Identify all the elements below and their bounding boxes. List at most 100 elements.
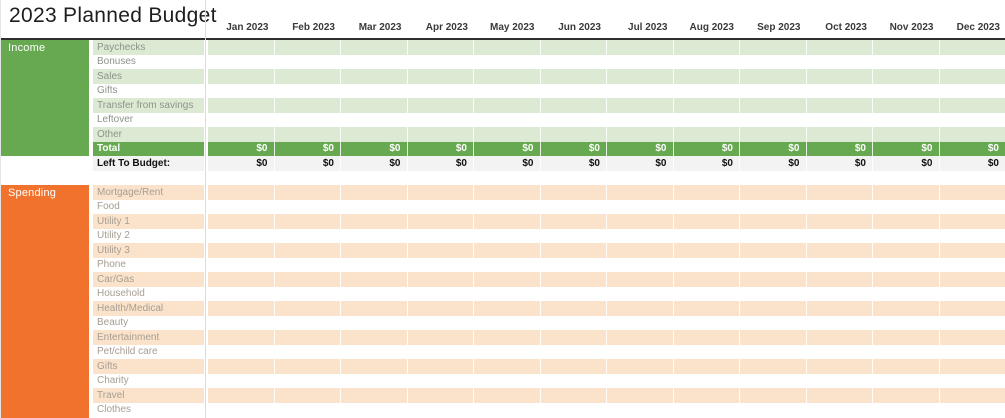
month-value-cell[interactable] xyxy=(408,54,474,69)
month-value-cell[interactable] xyxy=(408,286,474,301)
month-value-cell[interactable] xyxy=(673,98,740,113)
row-label-cell[interactable]: Food xyxy=(97,201,120,213)
month-value-cell[interactable] xyxy=(939,330,1005,345)
month-value-cell[interactable] xyxy=(341,83,408,98)
month-value-cell[interactable] xyxy=(274,301,341,316)
month-value-cell[interactable] xyxy=(806,272,873,287)
month-value-cell[interactable] xyxy=(806,388,873,403)
month-value-cell[interactable] xyxy=(939,185,1005,200)
month-value-cell[interactable] xyxy=(607,344,674,359)
month-value-cell[interactable] xyxy=(208,373,275,388)
month-value-cell[interactable] xyxy=(341,388,408,403)
month-value-cell[interactable] xyxy=(740,199,807,214)
month-value-cell[interactable] xyxy=(873,402,940,417)
row-label-cell[interactable]: Utility 2 xyxy=(97,230,130,242)
month-value-cell[interactable] xyxy=(408,344,474,359)
month-value-cell[interactable] xyxy=(541,112,607,127)
month-value-cell[interactable]: $0 xyxy=(274,156,341,171)
month-value-cell[interactable] xyxy=(274,272,341,287)
month-header-cell[interactable]: Apr 2023 xyxy=(425,22,468,33)
month-value-cell[interactable] xyxy=(673,330,740,345)
month-value-cell[interactable] xyxy=(341,69,408,84)
row-label-cell[interactable]: Other xyxy=(93,127,204,142)
month-value-cell[interactable] xyxy=(208,344,275,359)
month-value-cell[interactable] xyxy=(275,315,341,330)
month-value-cell[interactable] xyxy=(873,83,940,98)
month-value-cell[interactable] xyxy=(341,112,408,127)
month-value-cell[interactable] xyxy=(341,301,408,316)
month-value-cell[interactable] xyxy=(873,359,940,374)
row-label-cell[interactable]: Mortgage/Rent xyxy=(93,185,204,200)
month-value-cell[interactable] xyxy=(940,403,1005,418)
month-value-cell[interactable] xyxy=(806,330,873,345)
month-value-cell[interactable] xyxy=(541,286,607,301)
month-value-cell[interactable] xyxy=(208,228,275,243)
month-value-cell[interactable] xyxy=(474,112,541,127)
month-value-cell[interactable] xyxy=(540,301,607,316)
month-value-cell[interactable] xyxy=(873,257,940,272)
month-value-cell[interactable] xyxy=(541,54,607,69)
month-value-cell[interactable] xyxy=(407,301,474,316)
month-value-cell[interactable] xyxy=(607,112,674,127)
month-value-cell[interactable] xyxy=(341,402,408,417)
month-value-cell[interactable] xyxy=(275,286,341,301)
row-label-cell[interactable]: Leftover xyxy=(97,114,134,126)
month-value-cell[interactable] xyxy=(873,301,940,316)
month-value-cell[interactable] xyxy=(873,185,940,200)
month-value-cell[interactable] xyxy=(407,272,474,287)
month-value-cell[interactable] xyxy=(873,373,940,388)
row-label-cell[interactable]: Utility 1 xyxy=(93,214,204,229)
month-value-cell[interactable] xyxy=(607,272,674,287)
row-label-cell[interactable]: Phone xyxy=(97,259,126,271)
month-value-cell[interactable] xyxy=(807,286,873,301)
month-value-cell[interactable] xyxy=(607,98,674,113)
month-value-cell[interactable]: $0 xyxy=(673,141,740,156)
row-label-cell[interactable]: Gifts xyxy=(97,85,118,97)
month-value-cell[interactable] xyxy=(540,40,607,55)
month-value-cell[interactable] xyxy=(275,257,341,272)
month-value-cell[interactable] xyxy=(474,127,541,142)
month-value-cell[interactable]: $0 xyxy=(407,141,474,156)
month-value-cell[interactable] xyxy=(274,40,341,55)
month-value-cell[interactable]: $0 xyxy=(740,141,807,156)
month-value-cell[interactable] xyxy=(275,112,341,127)
month-value-cell[interactable] xyxy=(208,83,275,98)
month-value-cell[interactable] xyxy=(740,315,807,330)
month-value-cell[interactable] xyxy=(873,228,940,243)
month-value-cell[interactable] xyxy=(939,243,1005,258)
month-value-cell[interactable] xyxy=(740,257,807,272)
month-value-cell[interactable] xyxy=(674,257,740,272)
month-value-cell[interactable] xyxy=(740,301,807,316)
month-value-cell[interactable] xyxy=(607,315,674,330)
month-value-cell[interactable] xyxy=(541,257,607,272)
row-label-cell[interactable]: Car/Gas xyxy=(93,272,204,287)
income-section-label[interactable]: Income xyxy=(1,40,89,156)
month-value-cell[interactable] xyxy=(474,54,541,69)
month-value-cell[interactable] xyxy=(341,185,408,200)
month-value-cell[interactable] xyxy=(607,40,674,55)
month-value-cell[interactable] xyxy=(673,69,740,84)
month-value-cell[interactable] xyxy=(939,359,1005,374)
month-value-cell[interactable] xyxy=(940,200,1005,215)
row-label-cell[interactable]: Clothes xyxy=(97,404,131,416)
month-value-cell[interactable] xyxy=(940,287,1005,302)
month-value-cell[interactable] xyxy=(541,228,607,243)
month-value-cell[interactable] xyxy=(673,127,740,142)
month-value-cell[interactable] xyxy=(740,214,807,229)
month-value-cell[interactable] xyxy=(873,330,940,345)
month-value-cell[interactable] xyxy=(740,344,807,359)
month-value-cell[interactable] xyxy=(607,54,674,69)
month-value-cell[interactable] xyxy=(208,286,275,301)
month-value-cell[interactable] xyxy=(607,228,674,243)
month-value-cell[interactable] xyxy=(208,54,275,69)
month-value-cell[interactable] xyxy=(275,54,341,69)
month-value-cell[interactable] xyxy=(807,83,873,98)
row-label-cell[interactable]: Household xyxy=(97,288,145,300)
month-value-cell[interactable] xyxy=(674,54,740,69)
month-value-cell[interactable] xyxy=(806,40,873,55)
month-value-cell[interactable] xyxy=(407,330,474,345)
month-value-cell[interactable] xyxy=(673,388,740,403)
month-value-cell[interactable] xyxy=(807,344,873,359)
month-value-cell[interactable] xyxy=(873,40,940,55)
month-value-cell[interactable] xyxy=(940,229,1005,244)
